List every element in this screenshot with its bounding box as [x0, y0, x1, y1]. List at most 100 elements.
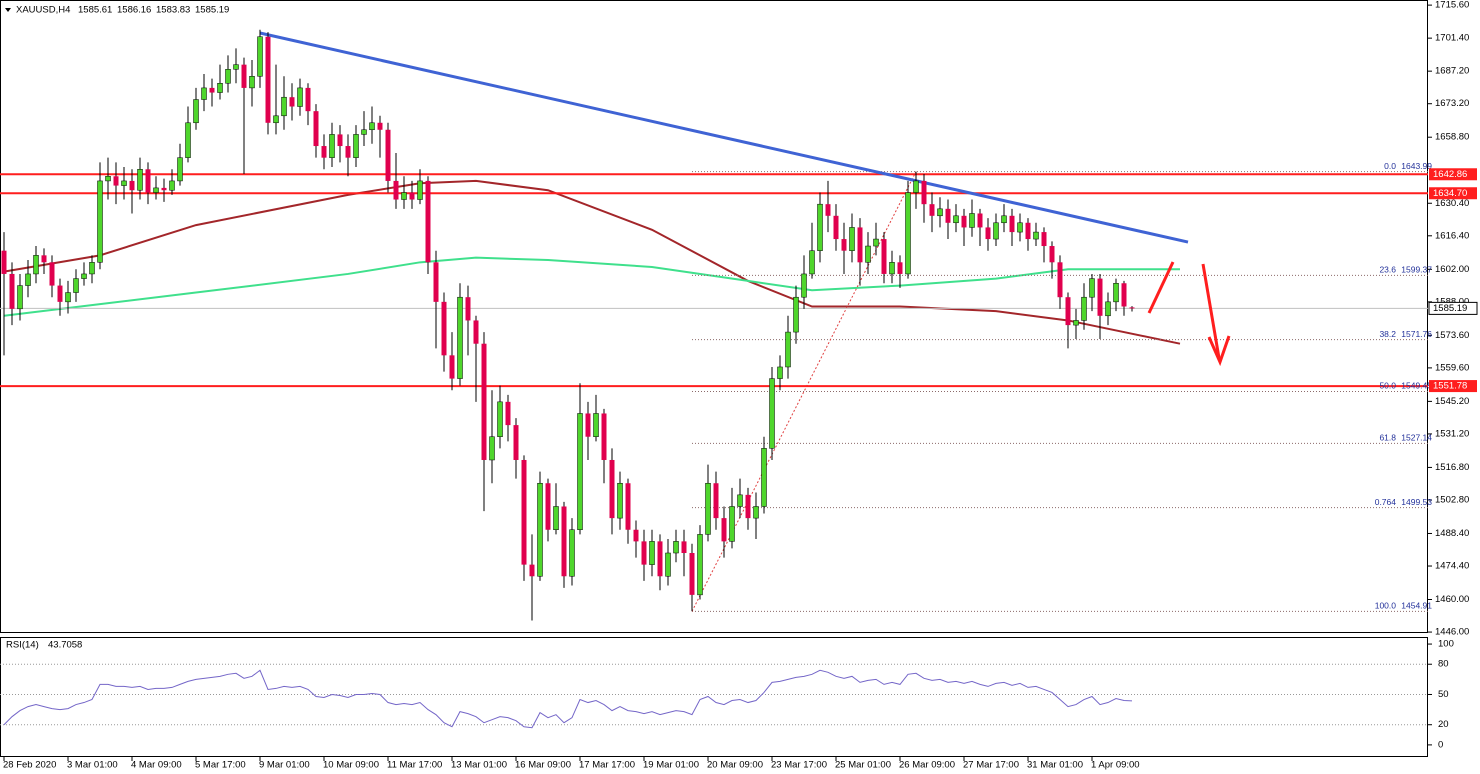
y-tick-label: 1701.40: [1435, 33, 1469, 44]
candle-body: [233, 64, 239, 70]
candle-body: [897, 262, 903, 274]
candle-body: [49, 262, 55, 286]
y-tick-label: 20: [1438, 719, 1449, 730]
candle-body: [385, 129, 391, 181]
candle-body: [785, 331, 791, 368]
header-open: 1585.61: [78, 5, 112, 16]
y-tick-label: 1630.40: [1435, 198, 1469, 209]
moving-average: [3, 256, 1180, 317]
candle-body: [401, 192, 407, 200]
candle-body: [625, 483, 631, 530]
candle-body: [337, 134, 343, 147]
candle-body: [801, 273, 807, 298]
candle-body: [577, 413, 583, 530]
candle-body: [649, 541, 655, 565]
x-tick-label: 25 Mar 01:00: [835, 760, 891, 771]
candle-body: [705, 482, 711, 535]
candle-body: [561, 506, 567, 577]
y-tick-label: 1531.20: [1435, 428, 1469, 439]
candle-body: [1097, 278, 1103, 316]
candle-body: [569, 529, 575, 577]
candle-body: [521, 459, 527, 565]
candle-body: [89, 262, 95, 275]
candle-body: [129, 180, 135, 191]
y-tick-label: 1573.60: [1435, 330, 1469, 341]
candle-body: [745, 494, 751, 519]
fib-ratio: 23.6: [1379, 265, 1396, 275]
candle-body: [193, 99, 199, 124]
header-high: 1586.16: [117, 5, 151, 16]
fib-price: 1599.37: [1401, 265, 1432, 275]
candle-body: [497, 401, 503, 437]
fib-price: 1571.76: [1401, 329, 1432, 339]
candle-body: [161, 187, 167, 191]
y-tick-label: 1488.40: [1435, 528, 1469, 539]
candle-body: [889, 262, 895, 275]
candle-body: [313, 111, 319, 147]
price-panel: [0, 0, 1428, 633]
candle-body: [513, 425, 519, 460]
candle-body: [425, 180, 431, 263]
candle-body: [345, 146, 351, 158]
candle-body: [393, 180, 399, 200]
candle-body: [297, 87, 303, 107]
candle-body: [697, 534, 703, 596]
y-tick-label: 1588.00: [1435, 296, 1469, 307]
candle-body: [81, 273, 87, 279]
y-tick-label: 80: [1438, 659, 1449, 670]
candle-body: [209, 87, 215, 93]
candle-body: [713, 483, 719, 519]
down-arrow: [1201, 263, 1221, 359]
y-tick-label: 1602.00: [1435, 264, 1469, 275]
candle-body: [1017, 222, 1023, 233]
candle-body: [545, 483, 551, 530]
candle-body: [25, 273, 31, 286]
candle-body: [353, 134, 359, 158]
candle-body: [641, 541, 647, 565]
candle-body: [777, 366, 783, 379]
x-tick-label: 31 Mar 01:00: [1027, 760, 1083, 771]
candle-body: [761, 448, 767, 507]
candle-body: [265, 36, 271, 123]
candle-body: [793, 296, 799, 333]
rsi-title: RSI(14): [6, 640, 39, 651]
y-tick-label: 1616.40: [1435, 230, 1469, 241]
candle-body: [409, 192, 415, 200]
candle-body: [769, 378, 775, 449]
up-arrow: [1147, 261, 1175, 314]
fib-ratio: 0.764: [1375, 497, 1397, 507]
candle-body: [145, 169, 151, 193]
candle-body: [825, 204, 831, 216]
candle-body: [321, 146, 327, 158]
fib-ratio: 38.2: [1379, 329, 1396, 339]
x-tick-label: 27 Mar 17:00: [963, 760, 1019, 771]
candle-body: [1025, 222, 1031, 240]
candle-body: [1129, 307, 1135, 309]
candle-body: [673, 541, 679, 554]
fib-ratio: 100.0: [1375, 601, 1397, 611]
y-tick-label: 1658.80: [1435, 132, 1469, 143]
x-tick-label: 16 Mar 09:00: [515, 760, 571, 771]
y-tick-label: 1545.20: [1435, 396, 1469, 407]
candle-body: [1113, 282, 1119, 303]
candle-body: [1001, 215, 1007, 224]
trendline: [259, 31, 1189, 244]
candle-layer: [1, 29, 1135, 729]
price-box: [1428, 301, 1478, 315]
candle-body: [553, 506, 559, 530]
candle-body: [137, 169, 143, 191]
rsi-line: [3, 669, 1133, 729]
candle-body: [41, 255, 47, 263]
candle-body: [601, 413, 607, 460]
level-box: [1429, 187, 1477, 200]
candle-body: [57, 285, 63, 302]
candle-body: [153, 187, 159, 193]
x-tick-label: 23 Mar 17:00: [771, 760, 827, 771]
y-tick-label: 1715.60: [1435, 0, 1469, 11]
candle-body: [241, 64, 247, 88]
forecast-arrows: [1147, 261, 1231, 367]
candle-body: [929, 204, 935, 216]
y-tick-label: 1687.20: [1435, 66, 1469, 77]
x-tick-label: 3 Mar 01:00: [67, 760, 118, 771]
